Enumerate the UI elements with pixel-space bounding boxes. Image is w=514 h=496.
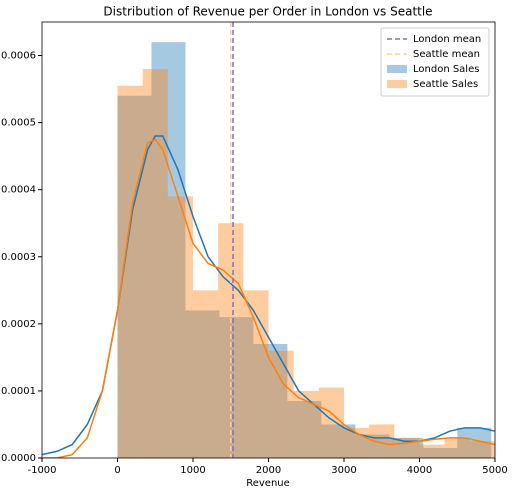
- x-tick-label: 1000: [180, 465, 205, 476]
- legend-patch: [387, 65, 407, 73]
- histogram-bar: [318, 387, 344, 458]
- y-tick-label: 0.0005: [1, 118, 36, 129]
- legend-box: [380, 27, 490, 97]
- histogram-bar: [355, 434, 390, 458]
- histogram-bar: [243, 290, 269, 458]
- x-axis-label: Revenue: [246, 478, 290, 489]
- histogram-bar: [423, 447, 458, 458]
- y-tick-label: 0.0004: [1, 185, 36, 196]
- kde-line: [42, 138, 495, 458]
- histogram-bar: [287, 400, 322, 458]
- y-tick-label: 0.0003: [1, 252, 36, 263]
- x-tick-label: 2000: [256, 465, 281, 476]
- y-tick-label: 0.0006: [1, 51, 36, 62]
- legend-label: London mean: [413, 34, 481, 45]
- x-tick-label: 3000: [331, 465, 356, 476]
- histogram-bar: [268, 350, 294, 458]
- histogram-bar: [142, 68, 168, 458]
- y-tick-label: 0.0001: [1, 386, 36, 397]
- histogram-bar: [167, 196, 193, 458]
- histogram-bar: [219, 317, 254, 458]
- histogram-bar: [419, 444, 445, 458]
- histogram-bar: [151, 42, 186, 458]
- histogram-bar: [293, 390, 319, 458]
- histogram-bar: [193, 290, 219, 458]
- x-tick-label: -1000: [27, 465, 56, 476]
- histogram-bar: [444, 437, 470, 458]
- x-tick-label: 0: [114, 465, 120, 476]
- x-tick-label: 4000: [407, 465, 432, 476]
- legend-patch: [387, 80, 407, 88]
- y-tick-label: 0.0002: [1, 319, 36, 330]
- histogram-bar: [253, 343, 288, 458]
- chart-title: Distribution of Revenue per Order in Lon…: [103, 5, 432, 19]
- histogram-bar: [185, 310, 220, 458]
- histogram-bar: [117, 85, 143, 458]
- histogram-bar: [469, 441, 495, 458]
- x-tick-label: 5000: [482, 465, 507, 476]
- legend-label: Seattle Sales: [413, 79, 478, 90]
- legend-label: Seattle mean: [413, 49, 480, 60]
- legend-label: London Sales: [413, 64, 479, 75]
- histogram-bar: [389, 437, 424, 458]
- y-tick-label: 0.0000: [1, 453, 36, 464]
